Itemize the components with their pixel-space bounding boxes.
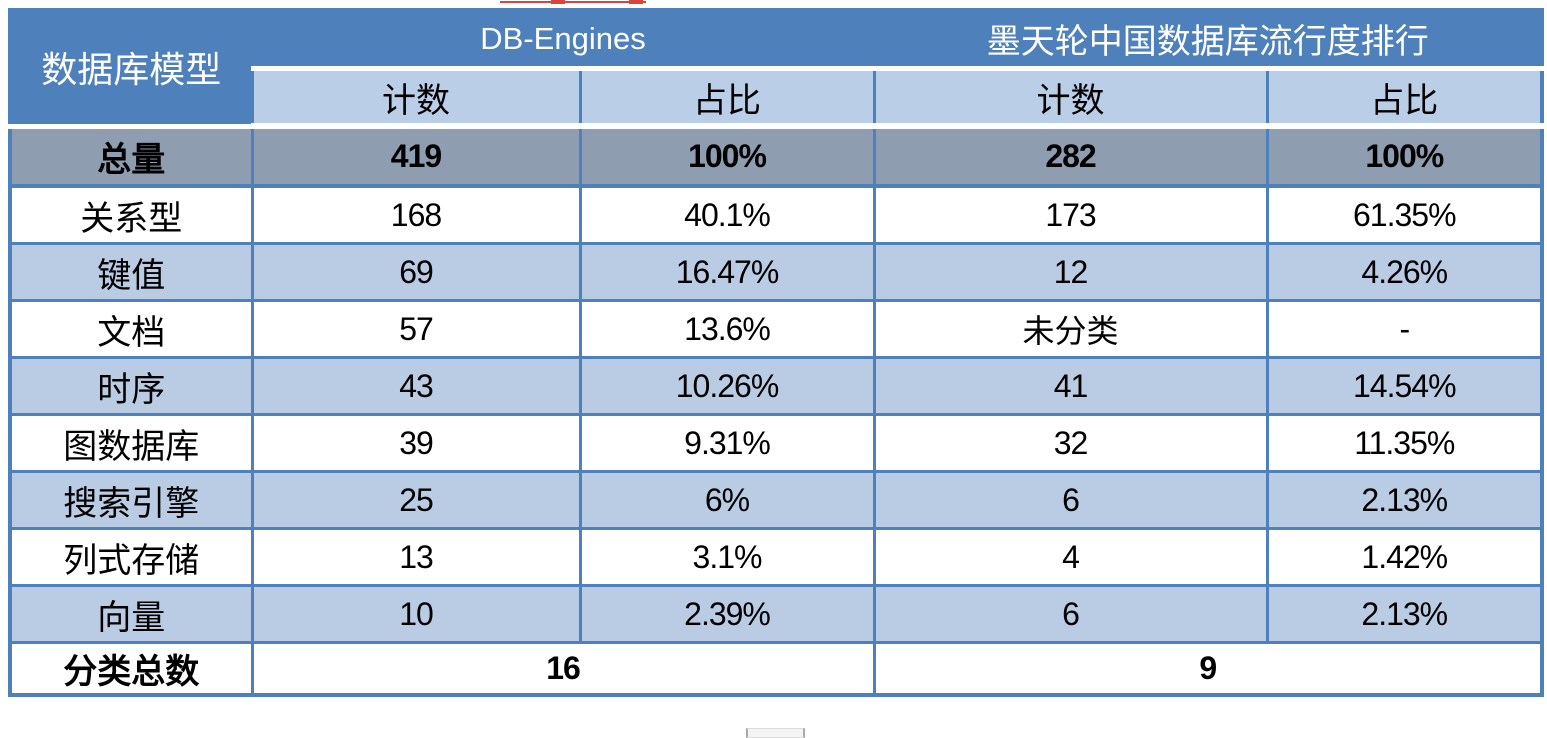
- cell-modb-percent: 61.35%: [1265, 184, 1544, 245]
- cell-db-category-total: 16: [250, 641, 876, 697]
- table-row: 向量 10 2.39% 6 2.13%: [8, 584, 1544, 644]
- cell-db-percent: 40.1%: [578, 184, 876, 245]
- cropped-red-artifact: [500, 1, 646, 3]
- row-label: 搜索引擎: [8, 470, 254, 530]
- cell-db-percent: 6%: [578, 470, 876, 530]
- subheader-modb-percent: 占比: [1265, 67, 1544, 129]
- row-label: 总量: [8, 124, 254, 188]
- cell-db-percent: 9.31%: [578, 413, 876, 473]
- horizontal-scrollbar-thumb[interactable]: [746, 728, 805, 738]
- cell-modb-count: 282: [872, 124, 1269, 188]
- corner-header-database-model: 数据库模型: [8, 8, 254, 129]
- cell-modb-count: 41: [872, 356, 1269, 416]
- table-row: 列式存储 13 3.1% 4 1.42%: [8, 527, 1544, 587]
- cropped-red-artifact: [551, 0, 565, 4]
- cell-modb-count: 32: [872, 413, 1269, 473]
- table-row-total: 总量 419 100% 282 100%: [8, 124, 1544, 188]
- table-row: 时序 43 10.26% 41 14.54%: [8, 356, 1544, 416]
- row-label: 列式存储: [8, 527, 254, 587]
- table-row: 图数据库 39 9.31% 32 11.35%: [8, 413, 1544, 473]
- cell-db-count: 419: [250, 124, 582, 188]
- cell-modb-percent: 14.54%: [1265, 356, 1544, 416]
- row-label: 分类总数: [8, 641, 254, 697]
- cell-modb-percent: 11.35%: [1265, 413, 1544, 473]
- table-row: 关系型 168 40.1% 173 61.35%: [8, 184, 1544, 245]
- group-header-modb-ranking: 墨天轮中国数据库流行度排行: [872, 8, 1544, 71]
- row-label: 时序: [8, 356, 254, 416]
- cell-modb-count: 6: [872, 470, 1269, 530]
- table-row: 搜索引擎 25 6% 6 2.13%: [8, 470, 1544, 530]
- cell-db-count: 43: [250, 356, 582, 416]
- table-row: 键值 69 16.47% 12 4.26%: [8, 242, 1544, 302]
- subheader-modb-count: 计数: [872, 67, 1269, 129]
- cell-modb-percent: -: [1265, 299, 1544, 359]
- cell-db-percent: 2.39%: [578, 584, 876, 644]
- database-model-comparison-table: 数据库模型 DB-Engines 墨天轮中国数据库流行度排行 计数 占比 计数 …: [8, 8, 1545, 697]
- table-header-group-row: 数据库模型 DB-Engines 墨天轮中国数据库流行度排行: [8, 8, 1544, 129]
- table-row: 文档 57 13.6% 未分类 -: [8, 299, 1544, 359]
- group-header-db-engines: DB-Engines: [250, 8, 876, 71]
- table-row-category-totals: 分类总数 16 9: [8, 641, 1544, 697]
- cell-modb-percent: 4.26%: [1265, 242, 1544, 302]
- cell-modb-count: 12: [872, 242, 1269, 302]
- cell-db-count: 10: [250, 584, 582, 644]
- cell-modb-count: 173: [872, 184, 1269, 245]
- cell-db-count: 168: [250, 184, 582, 245]
- cell-modb-category-total: 9: [872, 641, 1544, 697]
- cell-modb-percent: 2.13%: [1265, 584, 1544, 644]
- cell-db-count: 39: [250, 413, 582, 473]
- cell-db-percent: 100%: [578, 124, 876, 188]
- cell-modb-percent: 1.42%: [1265, 527, 1544, 587]
- cropped-red-artifact: [629, 0, 643, 4]
- table-subheader-row: 计数 占比 计数 占比: [10, 67, 1544, 129]
- cell-db-count: 25: [250, 470, 582, 530]
- row-label: 关系型: [8, 184, 254, 245]
- cell-db-count: 57: [250, 299, 582, 359]
- cell-modb-percent: 100%: [1265, 124, 1544, 188]
- cell-modb-count: 4: [872, 527, 1269, 587]
- row-label: 向量: [8, 584, 254, 644]
- cell-db-percent: 3.1%: [578, 527, 876, 587]
- row-label: 图数据库: [8, 413, 254, 473]
- row-label: 键值: [8, 242, 254, 302]
- cell-modb-percent: 2.13%: [1265, 470, 1544, 530]
- cell-modb-count: 6: [872, 584, 1269, 644]
- subheader-db-count: 计数: [250, 67, 582, 129]
- cell-db-percent: 10.26%: [578, 356, 876, 416]
- cell-db-count: 13: [250, 527, 582, 587]
- subheader-db-percent: 占比: [578, 67, 876, 129]
- cell-modb-count: 未分类: [872, 299, 1269, 359]
- cell-db-percent: 16.47%: [578, 242, 876, 302]
- cell-db-count: 69: [250, 242, 582, 302]
- row-label: 文档: [8, 299, 254, 359]
- cell-db-percent: 13.6%: [578, 299, 876, 359]
